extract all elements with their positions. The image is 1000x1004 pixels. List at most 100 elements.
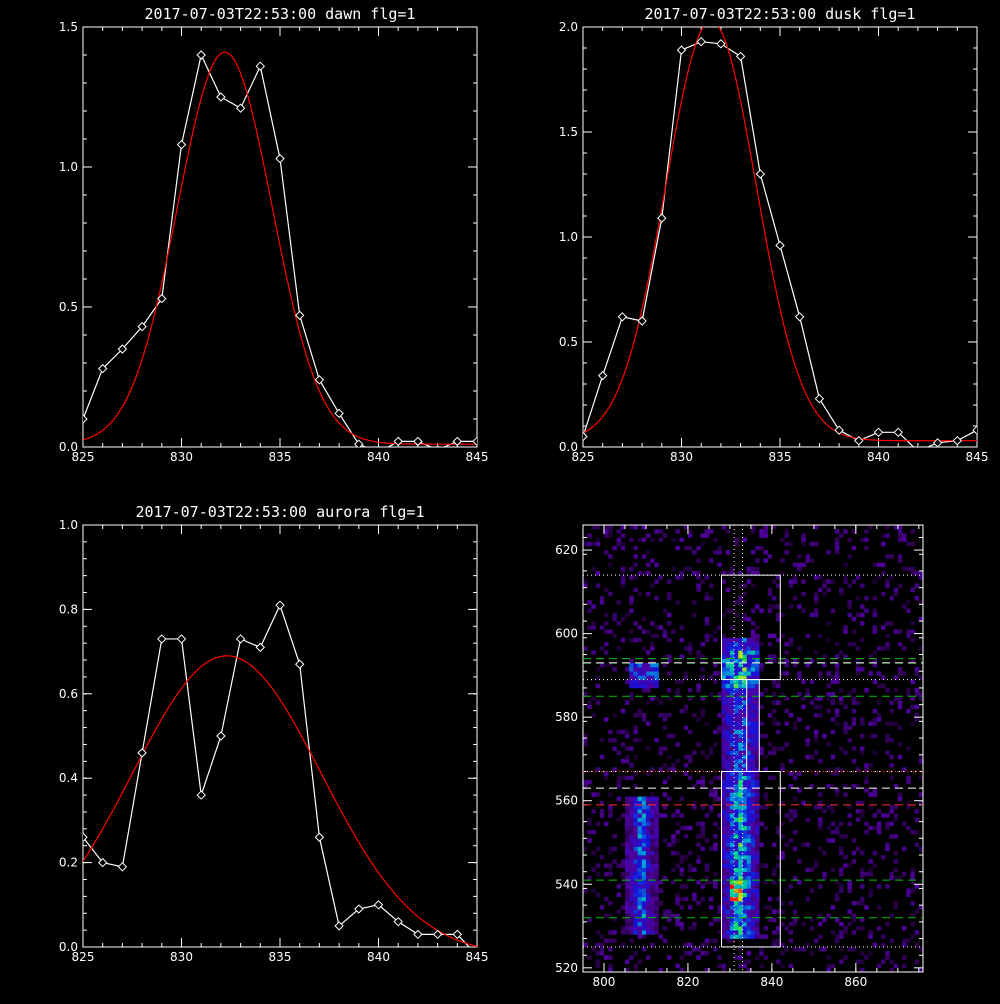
heatmap-cell: [897, 704, 903, 710]
data-point: [354, 904, 364, 914]
heatmap-cell: [742, 712, 748, 718]
heatmap-cell: [822, 917, 827, 923]
heatmap-cell: [738, 650, 743, 655]
y-tick-label: 580: [555, 710, 578, 724]
heatmap-cell: [666, 654, 672, 659]
heatmap-cell: [834, 896, 840, 902]
heatmap-cell: [624, 884, 630, 889]
heatmap-cell: [629, 905, 634, 910]
heatmap-cell: [843, 579, 848, 584]
heatmap-cell: [864, 955, 869, 960]
heatmap-cell: [738, 721, 743, 726]
heatmap-cell: [729, 650, 735, 655]
heatmap-cell: [759, 721, 764, 726]
heatmap-cell: [750, 771, 756, 776]
heatmap-cell: [704, 951, 710, 956]
heatmap-cell: [742, 909, 748, 914]
heatmap-cell: [885, 641, 890, 647]
heatmap-cell: [734, 892, 739, 898]
heatmap-cell: [914, 930, 920, 935]
heatmap-cell: [729, 921, 735, 927]
heatmap-cell: [876, 905, 882, 910]
heatmap-cell: [746, 775, 752, 781]
heatmap-cell: [897, 537, 903, 543]
heatmap-cell: [750, 921, 756, 927]
heatmap-cell: [746, 667, 752, 672]
heatmap-cell: [734, 637, 739, 643]
heatmap-cell: [897, 583, 903, 588]
heatmap-cell: [721, 704, 727, 710]
heatmap-cell: [587, 608, 592, 614]
heatmap-cell: [645, 679, 651, 685]
heatmap-cell: [864, 545, 869, 551]
data-point: [893, 427, 903, 438]
heatmap-cell: [645, 892, 651, 898]
heatmap-cell: [603, 717, 609, 722]
heatmap-cell: [587, 917, 592, 923]
heatmap-cell: [662, 838, 668, 843]
heatmap-cell: [624, 825, 630, 831]
heatmap-cell: [889, 575, 894, 580]
heatmap-cell: [918, 946, 924, 952]
heatmap-cell: [591, 566, 596, 572]
heatmap-cell: [755, 758, 760, 764]
heatmap-cell: [759, 951, 764, 956]
heatmap-cell: [750, 608, 756, 614]
heatmap-cell: [700, 667, 706, 672]
heatmap-cell: [629, 884, 634, 889]
heatmap-cell: [746, 855, 752, 860]
heatmap-cell: [612, 545, 617, 551]
heatmap-cell: [729, 570, 735, 576]
heatmap-cell: [708, 529, 714, 534]
heatmap-cell: [637, 888, 643, 893]
heatmap-cell: [792, 775, 798, 781]
heatmap-cell: [847, 692, 852, 697]
heatmap-cell: [721, 967, 727, 973]
heatmap-cell: [721, 884, 727, 889]
heatmap-cell: [721, 633, 727, 639]
heatmap-cell: [851, 629, 857, 634]
heatmap-cell: [692, 926, 697, 931]
heatmap-cell: [671, 880, 676, 885]
heatmap-cell: [599, 905, 605, 910]
heatmap-cell: [587, 838, 592, 843]
heatmap-cell: [624, 888, 630, 893]
heatmap-cell: [885, 955, 890, 960]
data-point: [917, 446, 919, 447]
heatmap-cell: [641, 867, 647, 873]
heatmap-cell: [750, 813, 756, 818]
heatmap-cell: [750, 913, 756, 918]
data-point: [275, 600, 285, 610]
heatmap-cell: [637, 846, 643, 852]
heatmap-cell: [583, 846, 588, 852]
heatmap-cell: [746, 750, 752, 756]
heatmap-cell: [822, 579, 827, 584]
heatmap-cell: [725, 867, 731, 873]
heatmap-cell: [645, 930, 651, 935]
heatmap-cell: [629, 600, 634, 605]
heatmap-cell: [679, 825, 685, 831]
heatmap-cell: [641, 846, 647, 852]
heatmap-cell: [725, 763, 731, 768]
heatmap-cell: [742, 855, 748, 860]
heatmap-cell: [801, 533, 806, 538]
data-point: [314, 832, 325, 842]
heatmap-cell: [654, 855, 659, 860]
heatmap-cell: [629, 892, 634, 898]
data-point: [452, 929, 463, 940]
heatmap-cell: [826, 708, 831, 714]
heatmap-cell: [805, 867, 810, 873]
heatmap-cell: [881, 625, 886, 630]
heatmap-cell: [687, 650, 693, 655]
heatmap-cell: [914, 829, 920, 835]
heatmap-cell: [591, 541, 596, 547]
heatmap-cell: [797, 946, 802, 952]
heatmap-cell: [784, 658, 789, 664]
heatmap-cell: [893, 804, 899, 810]
heatmap-cell: [851, 758, 857, 764]
heatmap-cell: [872, 792, 878, 797]
heatmap-cell: [897, 796, 903, 802]
heatmap-cell: [893, 629, 899, 634]
heatmap-cell: [725, 712, 731, 718]
